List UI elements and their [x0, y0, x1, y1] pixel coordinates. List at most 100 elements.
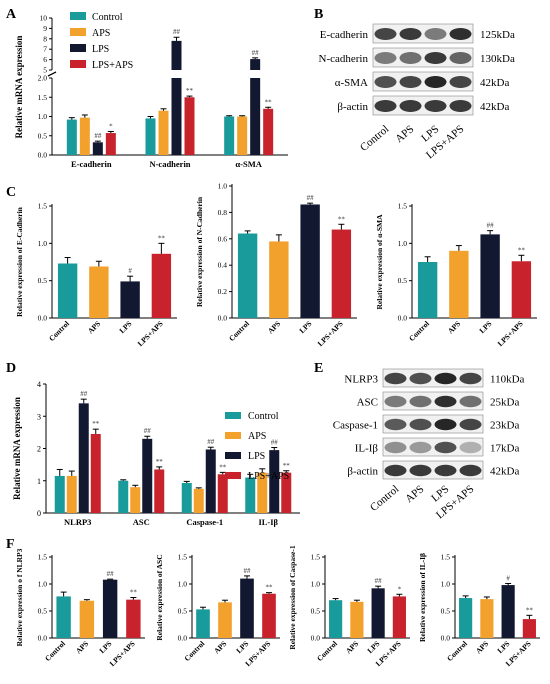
- blot-band: [434, 441, 457, 454]
- y-tick-label: 1.0: [178, 580, 188, 589]
- x-tick-label: LPS: [477, 319, 493, 335]
- bar: [392, 596, 406, 638]
- significance-label: **: [266, 584, 274, 592]
- x-tick-label: APS: [212, 639, 228, 655]
- significance-label: #: [506, 574, 510, 582]
- y-tick-label: 0: [37, 509, 41, 518]
- lane-label: APS: [393, 123, 416, 145]
- blot-strip: [382, 391, 484, 411]
- significance-label: ##: [144, 427, 152, 435]
- blot-band: [449, 52, 472, 64]
- y-axis-label: Relative expression of α-SMA: [375, 214, 384, 310]
- y-tick-label: 0.0: [38, 151, 48, 160]
- significance-label: **: [130, 589, 138, 597]
- blot-strip: [372, 95, 474, 116]
- blot-band: [434, 395, 457, 408]
- blot-size-label: 42kDa: [490, 466, 519, 478]
- bar: [54, 475, 65, 513]
- significance-label: **: [156, 458, 164, 466]
- significance-label: **: [283, 462, 291, 470]
- bar: [79, 117, 90, 155]
- x-tick-label: LPS: [117, 319, 133, 335]
- x-tick-label: APS: [344, 639, 360, 655]
- blot-band: [384, 418, 407, 431]
- significance-label: **: [219, 463, 227, 471]
- bar: [56, 596, 71, 638]
- significance-label: **: [158, 234, 166, 242]
- bar: [329, 600, 343, 638]
- panel-letter: E: [314, 361, 323, 376]
- bar: [331, 229, 352, 318]
- significance-label: **: [265, 98, 273, 106]
- significance-label: **: [92, 420, 100, 428]
- x-tick-label: Control: [445, 639, 469, 663]
- lane-label: Control: [358, 123, 391, 154]
- bar: [89, 266, 109, 318]
- blot-size-label: 130kDa: [480, 53, 515, 65]
- y-tick-label: 1.5: [38, 93, 48, 102]
- y-tick-label: 7: [43, 45, 47, 54]
- blot-strip: [382, 460, 484, 480]
- significance-label: ##: [271, 439, 279, 447]
- blot-size-label: 125kDa: [480, 29, 515, 41]
- x-tick-label: E-cadherin: [71, 159, 112, 169]
- bar: [158, 110, 169, 155]
- blot-band: [459, 395, 482, 408]
- blot-band: [384, 395, 407, 408]
- legend-swatch: [225, 412, 241, 419]
- x-tick-label: LPS: [495, 639, 511, 655]
- blot-band: [374, 100, 397, 112]
- blot-band: [384, 464, 407, 477]
- y-tick-label: 3: [37, 412, 41, 421]
- y-tick-label: 1.0: [311, 580, 321, 589]
- bar: [237, 233, 258, 318]
- bar: [371, 588, 385, 638]
- bar: [66, 119, 77, 155]
- bar: [269, 241, 289, 318]
- y-tick-label: 0.2: [218, 287, 228, 296]
- y-tick-label: 0.0: [398, 314, 408, 323]
- bar: [126, 599, 141, 638]
- x-tick-label: IL-Iβ: [258, 517, 278, 527]
- x-tick-label: Control: [182, 639, 206, 663]
- y-tick-label: 1.0: [38, 239, 48, 248]
- y-axis-label: Relative expression of N-Cadherin: [195, 196, 204, 307]
- y-tick-label: 1: [37, 477, 41, 486]
- y-tick-label: 0.5: [38, 276, 48, 285]
- legend-label: APS: [92, 28, 110, 39]
- blot-strip: [382, 414, 484, 434]
- x-tick-label: APS: [86, 319, 102, 335]
- blot-protein-label: IL-Iβ: [355, 443, 379, 455]
- bar: [417, 262, 438, 318]
- significance-label: *: [109, 123, 113, 131]
- blot-protein-label: NLRP3: [344, 374, 378, 386]
- legend-label: LPS: [92, 44, 109, 55]
- significance-label: **: [518, 246, 526, 254]
- blot-band: [399, 52, 422, 64]
- bar: [151, 253, 172, 318]
- blot-band: [434, 372, 457, 385]
- blot-protein-label: β-actin: [337, 101, 368, 113]
- significance-label: ##: [252, 49, 260, 57]
- blot-protein-label: N-cadherin: [319, 53, 369, 65]
- blot-band: [399, 28, 422, 40]
- blot-band: [459, 464, 482, 477]
- y-tick-label: 10: [40, 14, 48, 23]
- bar: [78, 403, 89, 513]
- bar: [145, 118, 156, 155]
- bar: [193, 488, 204, 513]
- lane-label: APS: [403, 483, 426, 505]
- x-tick-label: ASC: [133, 517, 150, 527]
- blot-band: [459, 441, 482, 454]
- x-tick-label: LPS: [97, 639, 113, 655]
- y-axis-label: Relative expression of ASC: [155, 554, 164, 640]
- blot-band: [409, 464, 432, 477]
- bar: [511, 261, 532, 318]
- blot-protein-label: β-actin: [347, 466, 378, 478]
- y-tick-label: 0.5: [311, 607, 321, 616]
- significance-label: ##: [207, 438, 215, 446]
- x-tick-label: Caspase-1: [186, 517, 223, 527]
- panel-letter: D: [6, 361, 16, 376]
- significance-label: ##: [244, 567, 252, 575]
- y-tick-label: 1.0: [38, 112, 48, 121]
